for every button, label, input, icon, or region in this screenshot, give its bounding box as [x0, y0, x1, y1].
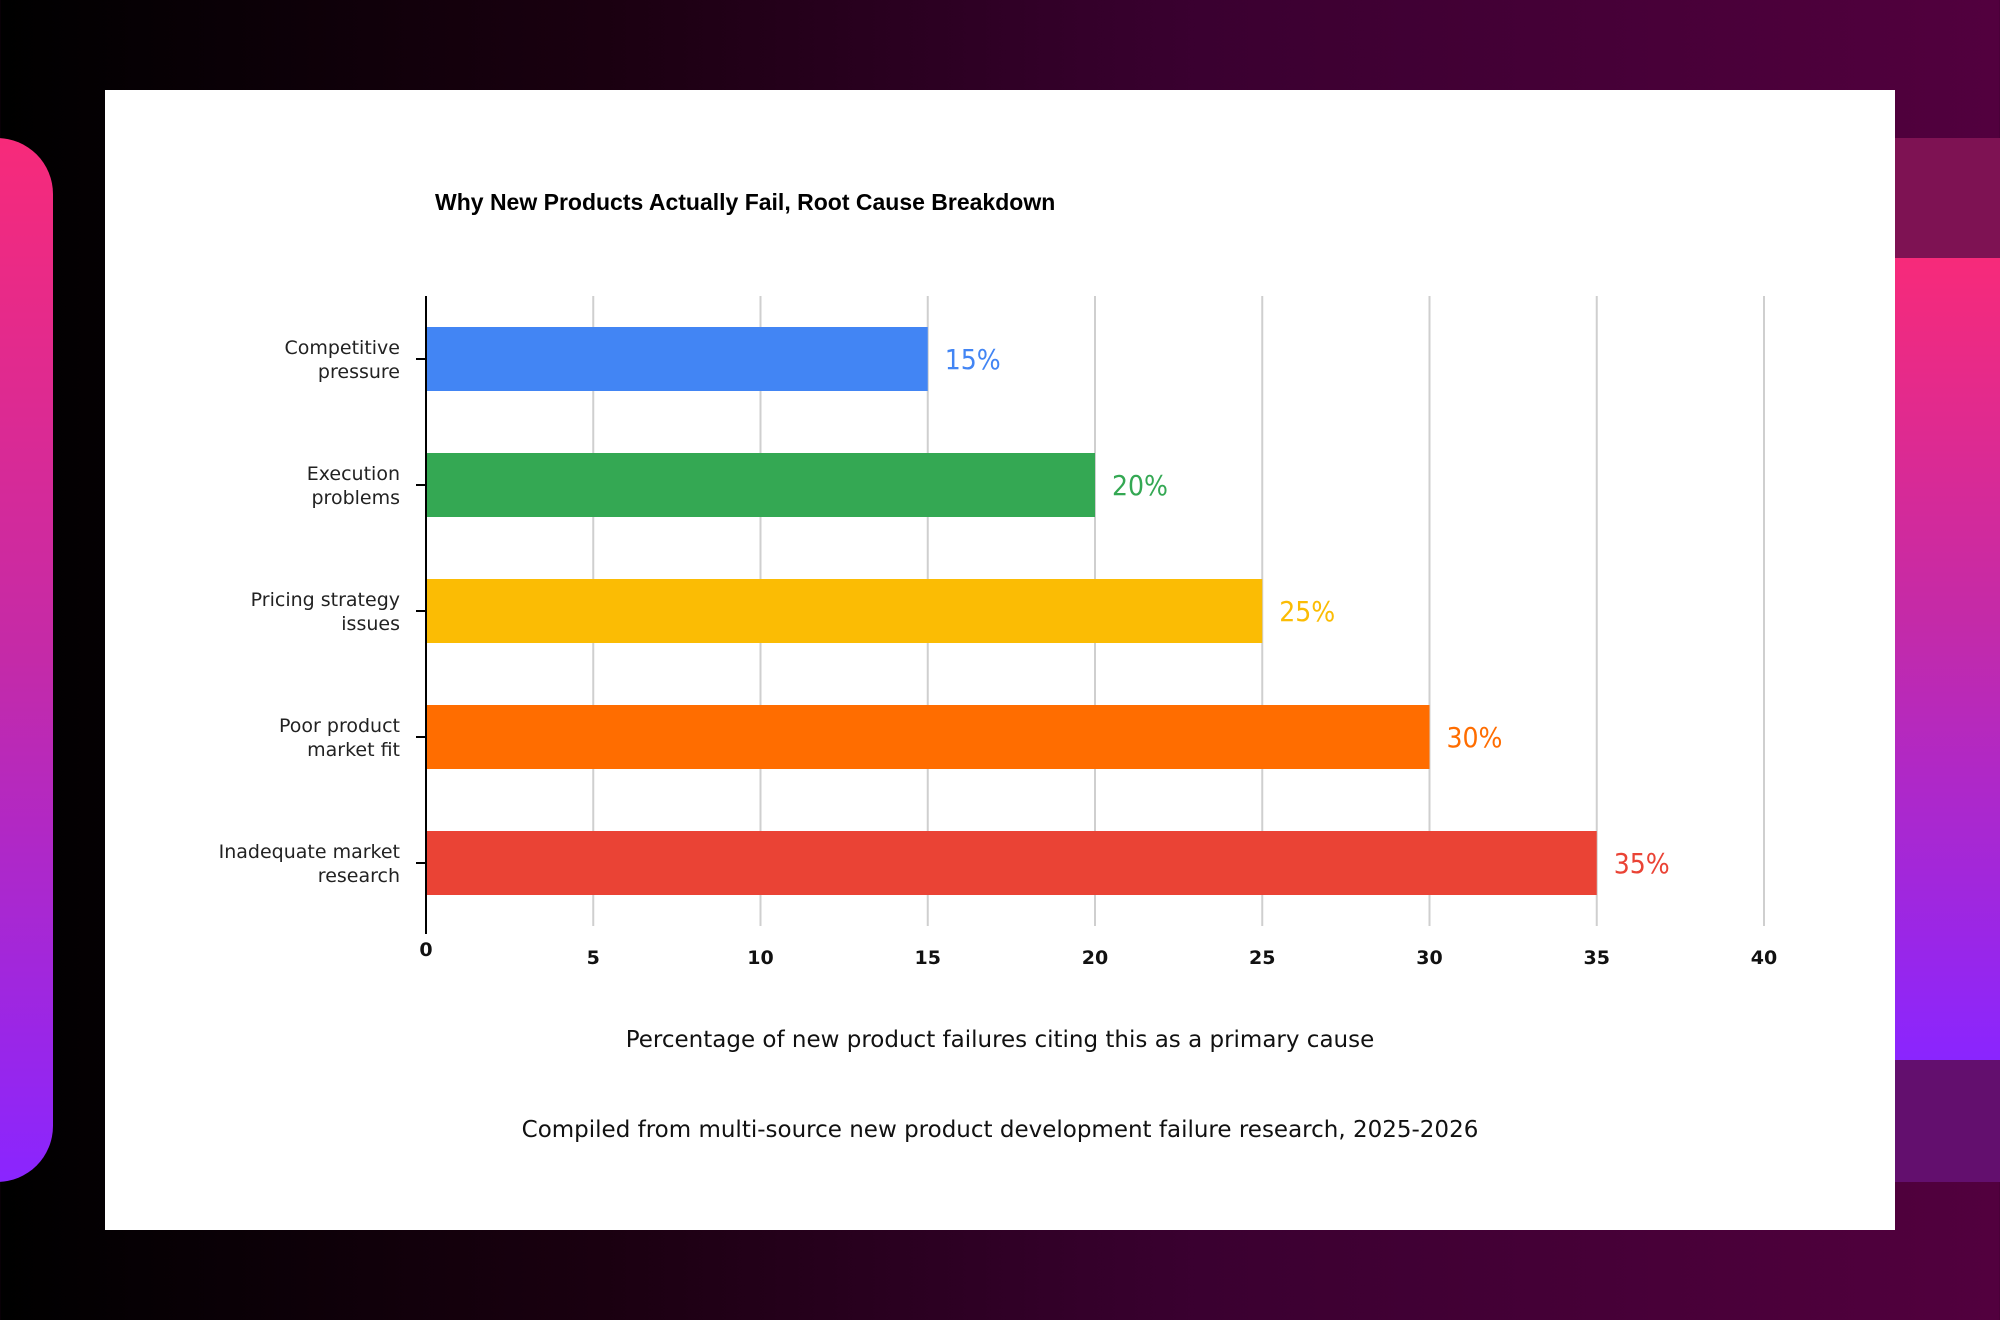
bar-value-label: 25%	[1279, 595, 1335, 628]
axes: 0 5 10 15 20 25 30 35 40 Competitive pressure Execu…	[219, 296, 1777, 969]
bar-value-label: 15%	[945, 343, 1001, 376]
category-label: Execution problems	[307, 463, 400, 509]
category-label: Poor product market fit	[279, 715, 400, 761]
decorative-right-top-panel	[1880, 138, 2000, 268]
bar	[426, 327, 928, 391]
bar-chart: Why New Products Actually Fail, Root Cau…	[219, 189, 1778, 1143]
bar	[426, 579, 1263, 643]
chart-card: Why New Products Actually Fail, Root Cau…	[105, 90, 1895, 1230]
x-tick-label: 0	[419, 939, 432, 961]
x-tick-label: 35	[1584, 947, 1610, 969]
x-tick-label: 10	[747, 947, 773, 969]
bar	[426, 453, 1095, 517]
chart-title: Why New Products Actually Fail, Root Cau…	[435, 189, 1055, 215]
decorative-right-panel	[1880, 258, 2000, 1062]
source-note: Compiled from multi-source new product d…	[522, 1117, 1479, 1143]
bars: 15% 20% 25% 30% 35%	[426, 327, 1670, 895]
x-axis-label: Percentage of new product failures citin…	[626, 1027, 1375, 1053]
bar-value-label: 20%	[1112, 469, 1168, 502]
x-tick-label: 15	[915, 947, 941, 969]
category-label: Pricing strategy issues	[251, 589, 400, 635]
x-tick-label: 25	[1249, 947, 1275, 969]
decorative-right-bottom-panel	[1880, 1060, 2000, 1182]
bar	[426, 705, 1430, 769]
decorative-left-panel	[0, 138, 53, 1182]
category-label: Inadequate market research	[219, 841, 400, 887]
x-tick-label: 40	[1751, 947, 1777, 969]
bar	[426, 831, 1597, 895]
x-tick-label: 5	[587, 947, 600, 969]
x-tick-label: 30	[1416, 947, 1442, 969]
x-tick-label: 20	[1082, 947, 1108, 969]
bar-value-label: 30%	[1447, 721, 1503, 754]
bar-value-label: 35%	[1614, 847, 1670, 880]
category-label: Competitive pressure	[284, 337, 400, 383]
